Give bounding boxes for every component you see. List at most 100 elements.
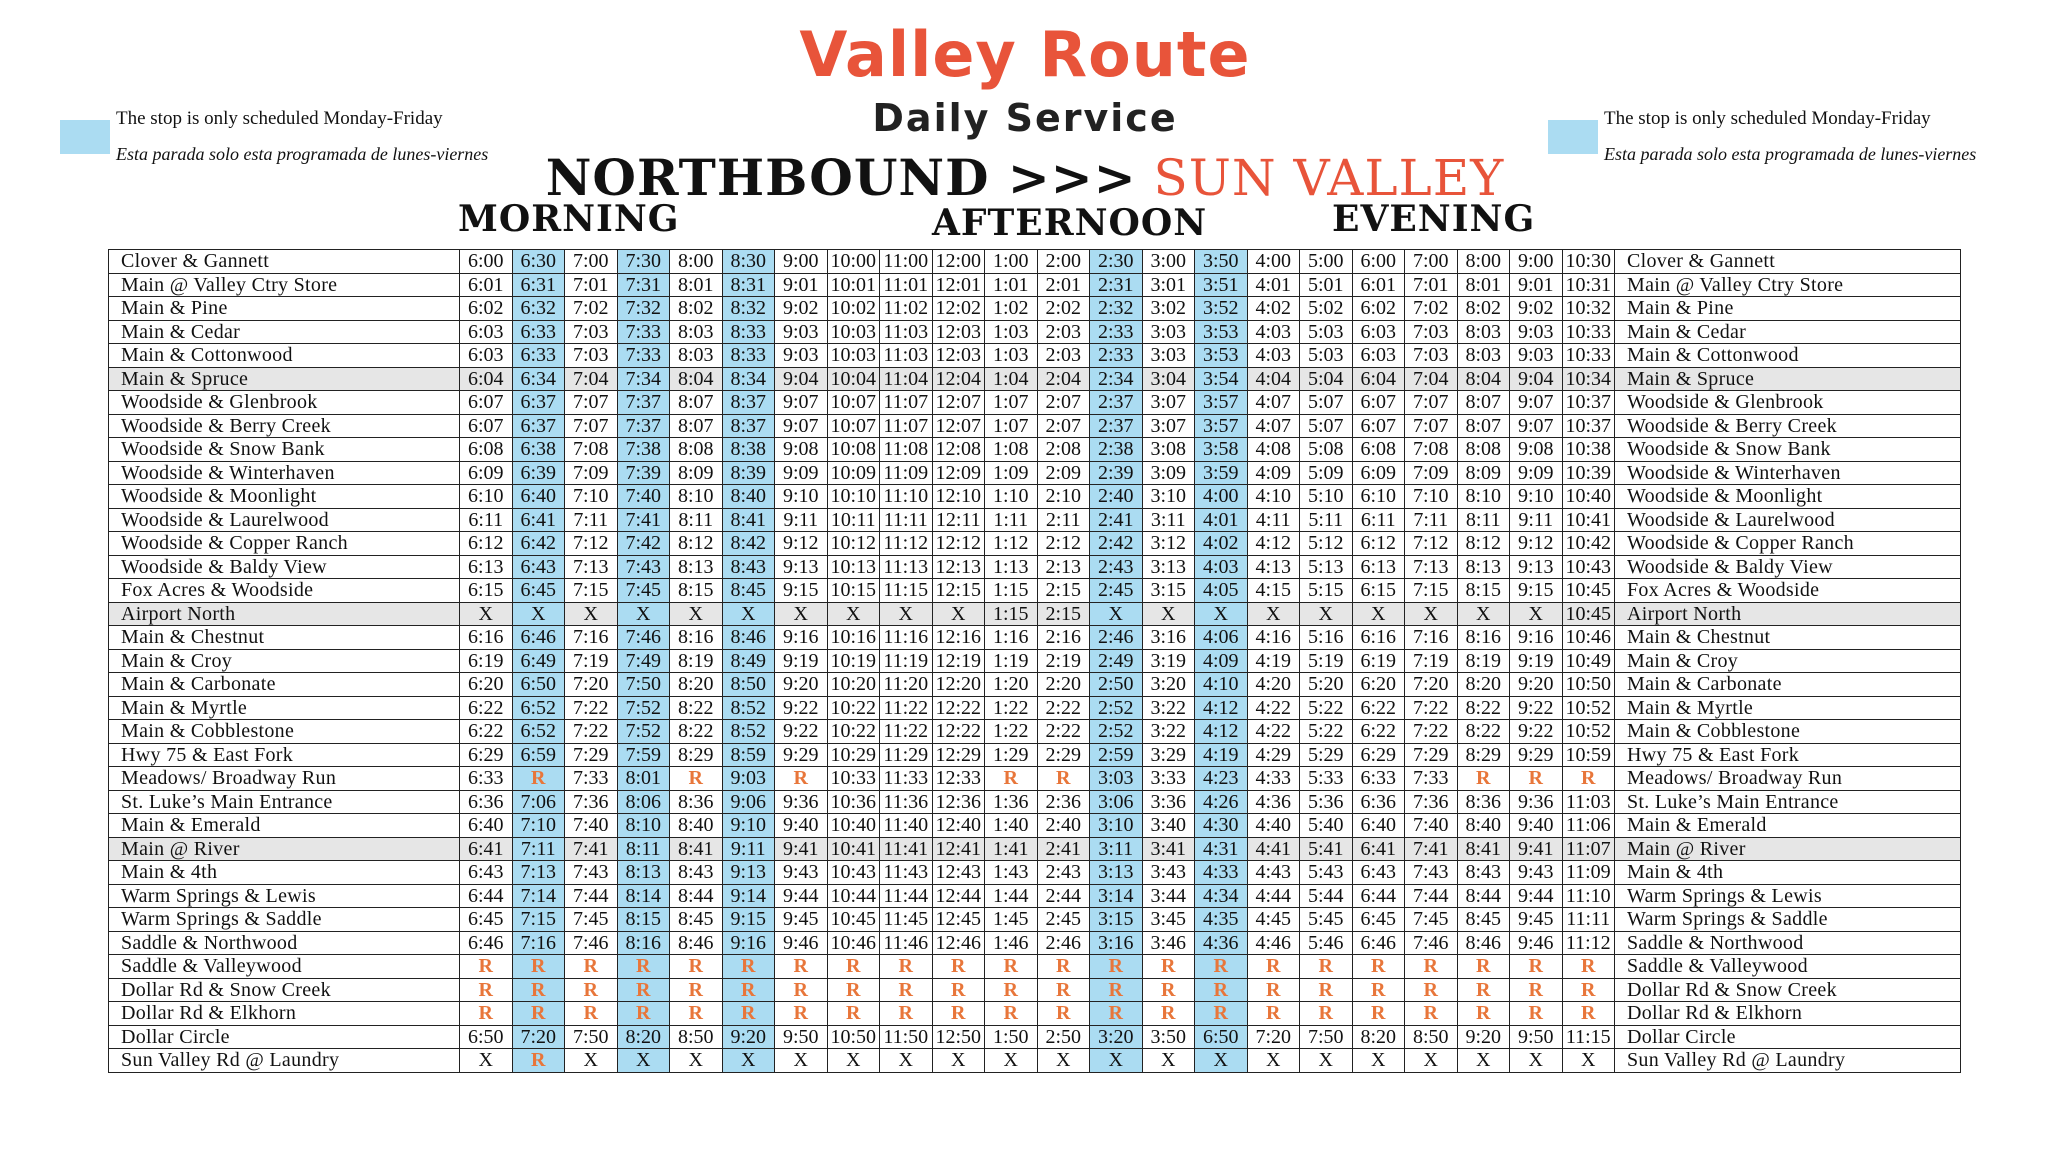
time-cell: 9:03 <box>774 343 828 368</box>
time-cell: 10:22 <box>826 695 880 720</box>
no-service-cell: X <box>721 1048 775 1073</box>
time-cell: 2:02 <box>1036 296 1090 321</box>
no-service-cell: X <box>1246 601 1300 626</box>
time-cell: 8:52 <box>721 695 775 720</box>
time-cell: 6:10 <box>459 484 513 509</box>
time-cell: 6:01 <box>459 272 513 297</box>
request-stop-cell: R <box>1299 977 1353 1002</box>
time-cell: 11:29 <box>879 742 933 767</box>
request-stop-cell: R <box>459 977 513 1002</box>
time-cell: 6:50 <box>1194 1024 1248 1049</box>
stop-name-repeat: Sun Valley Rd @ Laundry <box>1614 1048 1961 1073</box>
time-cell: 8:04 <box>1456 366 1510 391</box>
request-stop-cell: R <box>1404 977 1458 1002</box>
time-cell: 9:43 <box>1509 860 1563 885</box>
stop-name: Main & Cottonwood <box>108 343 460 368</box>
time-cell: 4:03 <box>1246 319 1300 344</box>
time-cell: 7:02 <box>564 296 618 321</box>
time-cell: 1:02 <box>984 296 1038 321</box>
stop-name: Main & Carbonate <box>108 672 460 697</box>
time-cell: 6:34 <box>511 366 565 391</box>
time-cell: 4:01 <box>1246 272 1300 297</box>
time-cell: 4:31 <box>1194 836 1248 861</box>
request-stop-cell: R <box>1141 977 1195 1002</box>
time-cell: 3:41 <box>1141 836 1195 861</box>
time-cell: 12:45 <box>931 907 985 932</box>
time-cell: 7:15 <box>511 907 565 932</box>
time-cell: 8:50 <box>669 1024 723 1049</box>
time-cell: 6:16 <box>1351 625 1405 650</box>
time-cell: 7:13 <box>1404 554 1458 579</box>
time-cell: 1:16 <box>984 625 1038 650</box>
time-cell: 10:16 <box>826 625 880 650</box>
time-cell: 11:13 <box>879 554 933 579</box>
time-cell: 7:39 <box>616 460 670 485</box>
time-cell: 4:02 <box>1194 531 1248 556</box>
time-cell: 12:10 <box>931 484 985 509</box>
time-cell: 9:07 <box>774 413 828 438</box>
time-cell: 5:10 <box>1299 484 1353 509</box>
request-stop-cell: R <box>721 977 775 1002</box>
no-service-cell: X <box>1299 601 1353 626</box>
time-cell: 7:08 <box>564 437 618 462</box>
time-cell: 4:22 <box>1246 719 1300 744</box>
time-cell: 10:46 <box>826 930 880 955</box>
time-cell: 11:00 <box>879 249 933 274</box>
no-service-cell: X <box>1351 1048 1405 1073</box>
stop-name-repeat: Fox Acres & Woodside <box>1614 578 1961 603</box>
time-cell: 8:16 <box>616 930 670 955</box>
time-cell: 3:54 <box>1194 366 1248 391</box>
time-cell: 9:02 <box>774 296 828 321</box>
legend-english: The stop is only scheduled Monday-Friday <box>1604 108 1931 129</box>
time-cell: 7:12 <box>1404 531 1458 556</box>
time-cell: 9:03 <box>721 766 775 791</box>
time-cell: 7:03 <box>1404 343 1458 368</box>
time-cell: 8:15 <box>669 578 723 603</box>
time-cell: 7:06 <box>511 789 565 814</box>
time-cell: 10:41 <box>826 836 880 861</box>
stop-row: St. Luke’s Main Entrance 6:36 7:06 7:36 8:06… <box>108 789 1961 814</box>
time-cell: 5:12 <box>1299 531 1353 556</box>
time-cell: 8:45 <box>721 578 775 603</box>
time-cell: 10:43 <box>826 860 880 885</box>
time-cell: 2:37 <box>1089 413 1143 438</box>
time-cell: 4:33 <box>1246 766 1300 791</box>
time-cell: 3:10 <box>1089 813 1143 838</box>
time-cell: 8:40 <box>721 484 775 509</box>
time-cell: 8:50 <box>1404 1024 1458 1049</box>
time-cell: 8:46 <box>1456 930 1510 955</box>
time-cell: 10:20 <box>826 672 880 697</box>
time-cell: 9:20 <box>1509 672 1563 697</box>
request-stop-cell: R <box>564 1001 618 1026</box>
time-cell: 6:07 <box>1351 413 1405 438</box>
time-cell: 6:22 <box>1351 695 1405 720</box>
time-cell: 9:15 <box>774 578 828 603</box>
time-cell: 10:15 <box>826 578 880 603</box>
request-stop-cell: R <box>459 954 513 979</box>
time-cell: 7:41 <box>1404 836 1458 861</box>
time-cell: 10:40 <box>1561 484 1615 509</box>
time-cell: 2:07 <box>1036 413 1090 438</box>
time-cell: 5:20 <box>1299 672 1353 697</box>
time-cell: 3:16 <box>1089 930 1143 955</box>
time-cell: 3:22 <box>1141 695 1195 720</box>
time-cell: 6:19 <box>1351 648 1405 673</box>
time-cell: 3:20 <box>1141 672 1195 697</box>
stop-row: Dollar Rd & Elkhorn R R R R R R R R R R R R R R R R R R R R R… <box>108 1001 1961 1026</box>
time-cell: 8:03 <box>669 319 723 344</box>
time-cell: 8:41 <box>669 836 723 861</box>
time-cell: 5:08 <box>1299 437 1353 462</box>
time-cell: 1:36 <box>984 789 1038 814</box>
time-cell: 5:11 <box>1299 507 1353 532</box>
time-cell: 9:01 <box>774 272 828 297</box>
time-cell: 2:40 <box>1089 484 1143 509</box>
time-cell: 10:09 <box>826 460 880 485</box>
stop-row: Hwy 75 & East Fork 6:29 6:59 7:29 7:59 8:29 8:… <box>108 742 1961 767</box>
time-cell: 4:01 <box>1194 507 1248 532</box>
stop-row: Woodside & Laurelwood 6:11 6:41 7:11 7:41 8:1… <box>108 507 1961 532</box>
stop-name: Woodside & Berry Creek <box>108 413 460 438</box>
time-cell: 10:13 <box>826 554 880 579</box>
time-cell: 6:15 <box>1351 578 1405 603</box>
time-cell: 2:41 <box>1036 836 1090 861</box>
time-cell: 9:02 <box>1509 296 1563 321</box>
